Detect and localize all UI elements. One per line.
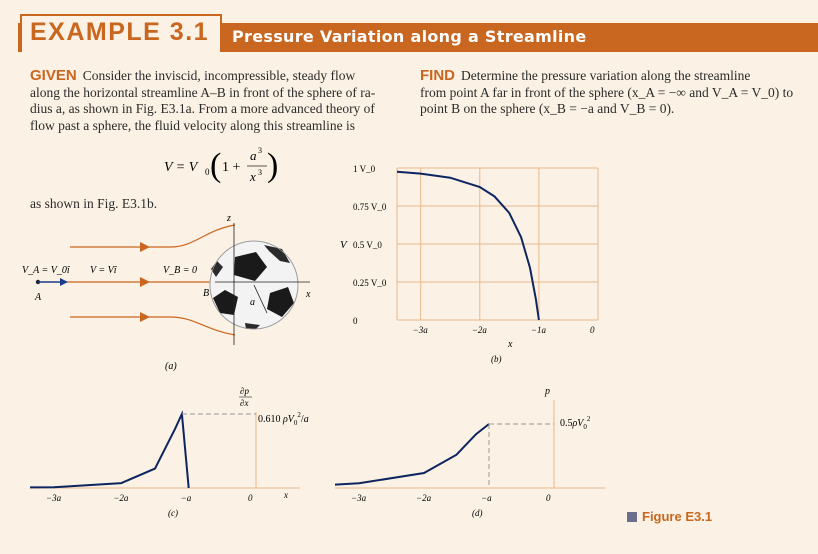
given-line: dius a, as shown in Fig. E3.1a. From a m… [30,101,375,116]
equation-numerator: a [250,148,257,163]
figure-b-xlabel: x [507,339,513,350]
equation-lhs: V = V [164,160,199,175]
example-title: Pressure Variation along a Streamline [232,27,587,46]
given-line: along the horizontal streamline A–B in f… [30,84,376,100]
find-line: from point A far in front of the sphere … [420,84,794,100]
arrow-icon [140,312,150,322]
find-line: point B on the sphere (x_B = −a and V_B … [420,101,675,116]
equation-denominator-exponent: 3 [258,168,262,177]
find-paragraph: FIND Determine the pressure variation alo… [420,67,800,118]
figure-c-xlabel: x [283,490,288,500]
label-radius: a [250,297,255,308]
example-label: EXAMPLE 3.1 [30,18,210,46]
x-tick-label: 0 [590,325,595,335]
figure-d-annotation: 0.5ρV02 [560,415,591,431]
upper-streamline [70,224,236,248]
arrow-icon [140,242,150,252]
x-tick-label: −3a [46,493,62,503]
given-line: Consider the inviscid, incompressible, s… [82,68,356,83]
figure-caption: Figure E3.1 [627,509,712,524]
given-line: flow past a sphere, the fluid velocity a… [30,117,356,133]
figure-a-streamlines: V_A = V_0î V = Vî V_B = 0 A B z x a (a) [22,213,311,372]
example-banner: EXAMPLE 3.1 Pressure Variation along a S… [18,14,818,52]
label-a-point: A [34,292,42,303]
equation-denominator: x [249,169,256,184]
arrow-icon [60,278,68,286]
label-v: V = Vî [90,265,118,276]
figure-c-ylabel-bottom: ∂x [240,398,248,408]
label-vb: V_B = 0 [163,265,197,276]
x-tick-label: −2a [416,493,432,503]
radius-line [253,284,268,314]
figure-d-caption: (d) [472,508,483,518]
caption-square-icon [627,512,637,522]
equation-v0-subscript: 0 [205,167,210,177]
figure-caption-text: Figure E3.1 [642,509,713,524]
x-tick-label: −3a [413,325,429,335]
x-tick-label: −1a [531,325,547,335]
figure-c-ylabel-top: ∂p [240,386,249,396]
given-paragraph: GIVEN Consider the inviscid, incompressib… [30,67,410,134]
arrow-icon [140,277,150,287]
figure-d-pressure-chart: −3a −2a −a 0 p 0.5ρV02 (d) [335,386,605,518]
example-label-box: EXAMPLE 3.1 [20,14,222,52]
x-tick-label: −2a [113,493,129,503]
figure-a-caption: (a) [165,361,177,372]
figure-b-ylabel: V [340,239,348,251]
figure-b-velocity-chart: −3a −2a −1a 000.25 V_00.5 V_00.75 V_01 V_0 … [340,164,599,364]
x-tick-label: −2a [472,325,488,335]
label-va: V_A = V_0î [22,265,71,276]
figure-c-annotation: 0.610 ρV02/a [258,411,309,427]
pressure-curve [335,423,490,486]
x-tick-label: −a [181,493,192,503]
x-tick-label: −a [481,493,492,503]
figure-c-caption: (c) [168,508,178,518]
left-paren: ( [210,147,221,184]
label-x: x [305,289,311,300]
equation-paren-inner: 1 + [222,160,241,175]
gradient-curve [30,410,190,489]
equation-numerator-exponent: 3 [258,146,262,155]
find-heading: FIND [420,67,455,84]
x-tick-label: 0 [248,493,253,503]
velocity-curve [396,170,540,321]
figure-b-caption: (b) [491,354,502,364]
figure-c-gradient-chart: −3a −2a −a 0 ∂p ∂x 0.610 ρV02/a x (c) [30,386,309,518]
find-line: Determine the pressure variation along t… [461,68,751,83]
y-tick-label: 0.25 V_0 [353,278,387,288]
lower-streamline [70,316,236,336]
figure-d-ylabel: p [544,386,550,397]
right-paren: ) [267,147,278,184]
x-tick-label: 0 [546,493,551,503]
y-tick-label: 0.75 V_0 [353,202,387,212]
label-z: z [226,213,231,224]
given-heading: GIVEN [30,67,77,84]
velocity-equation: V = V 0 ( 1 + a 3 x 3 ) [164,146,278,184]
x-tick-label: −3a [351,493,367,503]
label-b-point: B [203,288,209,299]
y-tick-label: 0 [353,316,358,326]
after-equation-text: as shown in Fig. E3.1b. [30,196,158,211]
y-tick-label: 0.5 V_0 [353,240,382,250]
y-tick-label: 1 V_0 [353,164,376,174]
